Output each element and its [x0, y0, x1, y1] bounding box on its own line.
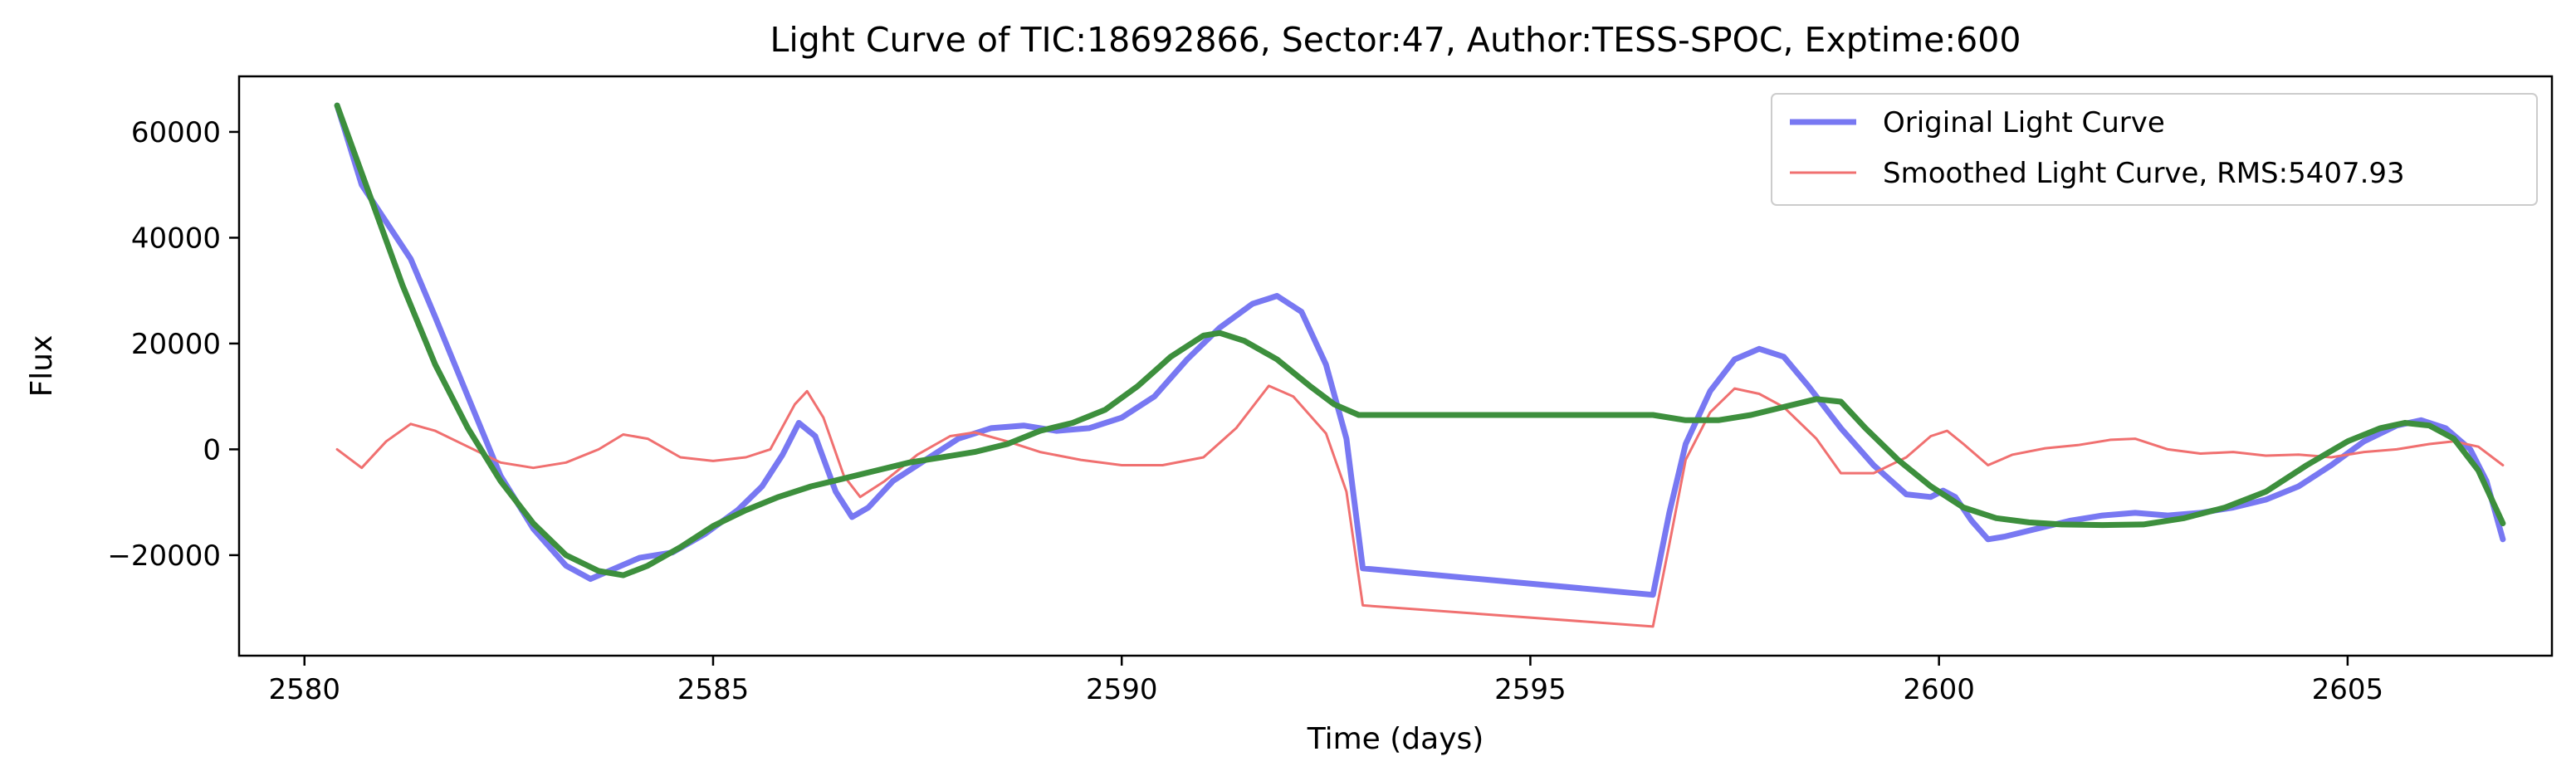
x-tick-label: 2600	[1903, 673, 1975, 706]
plot-area	[237, 75, 2554, 657]
plot-frame	[237, 75, 2554, 657]
y-tick-label: 40000	[131, 222, 221, 255]
x-tick-label: 2585	[677, 673, 750, 706]
legend-box	[1771, 93, 2538, 206]
legend-label-smoothed: Smoothed Light Curve, RMS:5407.93	[1883, 157, 2405, 190]
chart-title: Light Curve of TIC:18692866, Sector:47, …	[770, 20, 2021, 60]
y-tick-label: 0	[203, 433, 221, 466]
series-line-smoothed	[335, 384, 2505, 628]
axis-ticks: 2580 2585 2590 2595 2600 2605 −20000 0 20000 4000…	[107, 116, 2383, 706]
x-tick-label: 2605	[2312, 673, 2384, 706]
x-tick-label: 2595	[1494, 673, 1567, 706]
legend-label-original: Original Light Curve	[1883, 106, 2165, 139]
y-tick-label: −20000	[107, 539, 221, 573]
y-tick-label: 20000	[131, 328, 221, 361]
y-axis-title: Flux	[25, 335, 59, 398]
x-axis-title: Time (days)	[1307, 722, 1484, 756]
x-tick-label: 2590	[1086, 673, 1158, 706]
y-tick-label: 60000	[131, 116, 221, 149]
x-tick-label: 2580	[268, 673, 340, 706]
legend: Original Light Curve Smoothed Light Curv…	[1771, 93, 2538, 206]
series-line-fit	[334, 102, 2506, 578]
